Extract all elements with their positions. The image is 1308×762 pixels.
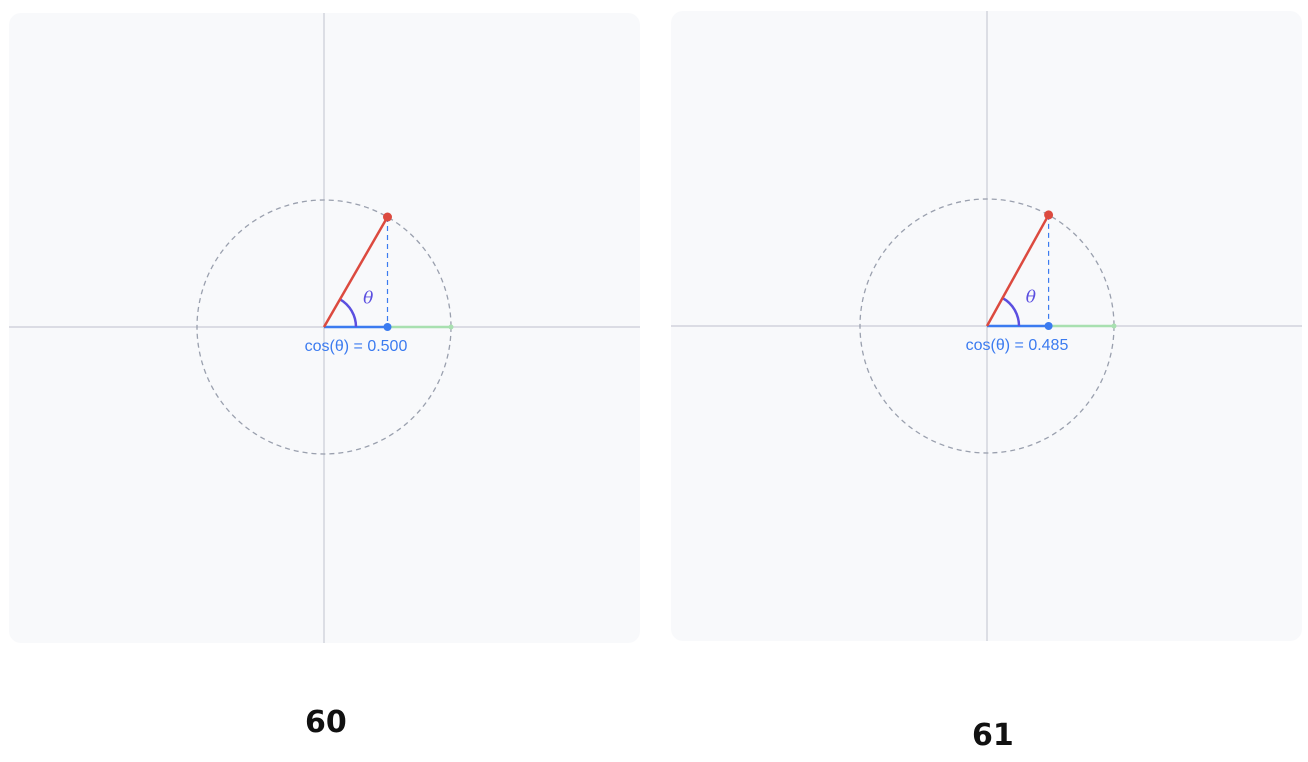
cosine-value-label: cos(θ) = 0.485 xyxy=(966,337,1069,354)
unit-circle-diagram-left: θ cos(θ) = 0.500 xyxy=(9,13,640,643)
cosine-foot-point xyxy=(1044,322,1053,330)
angle-arc xyxy=(339,298,358,328)
frame-number-label: 61 xyxy=(972,718,1014,753)
unit-circle-diagram-right: θ cos(θ) = 0.485 xyxy=(671,11,1302,641)
frame-number-label: 60 xyxy=(305,705,347,740)
cosine-value-label: cos(θ) = 0.500 xyxy=(305,338,408,355)
circle-point xyxy=(1044,210,1054,220)
unit-circle-panel-right: θ cos(θ) = 0.485 xyxy=(671,11,1302,641)
unit-x-endpoint xyxy=(1111,323,1117,329)
angle-arc xyxy=(1001,296,1021,327)
radius-line xyxy=(985,214,1050,327)
unit-x-endpoint xyxy=(448,324,454,330)
circle-point xyxy=(383,212,392,222)
theta-label: θ xyxy=(1026,287,1036,307)
cosine-foot-point xyxy=(383,323,392,331)
unit-circle-panel-left: θ cos(θ) = 0.500 xyxy=(9,13,640,643)
theta-label: θ xyxy=(363,289,373,309)
radius-line xyxy=(322,216,389,328)
